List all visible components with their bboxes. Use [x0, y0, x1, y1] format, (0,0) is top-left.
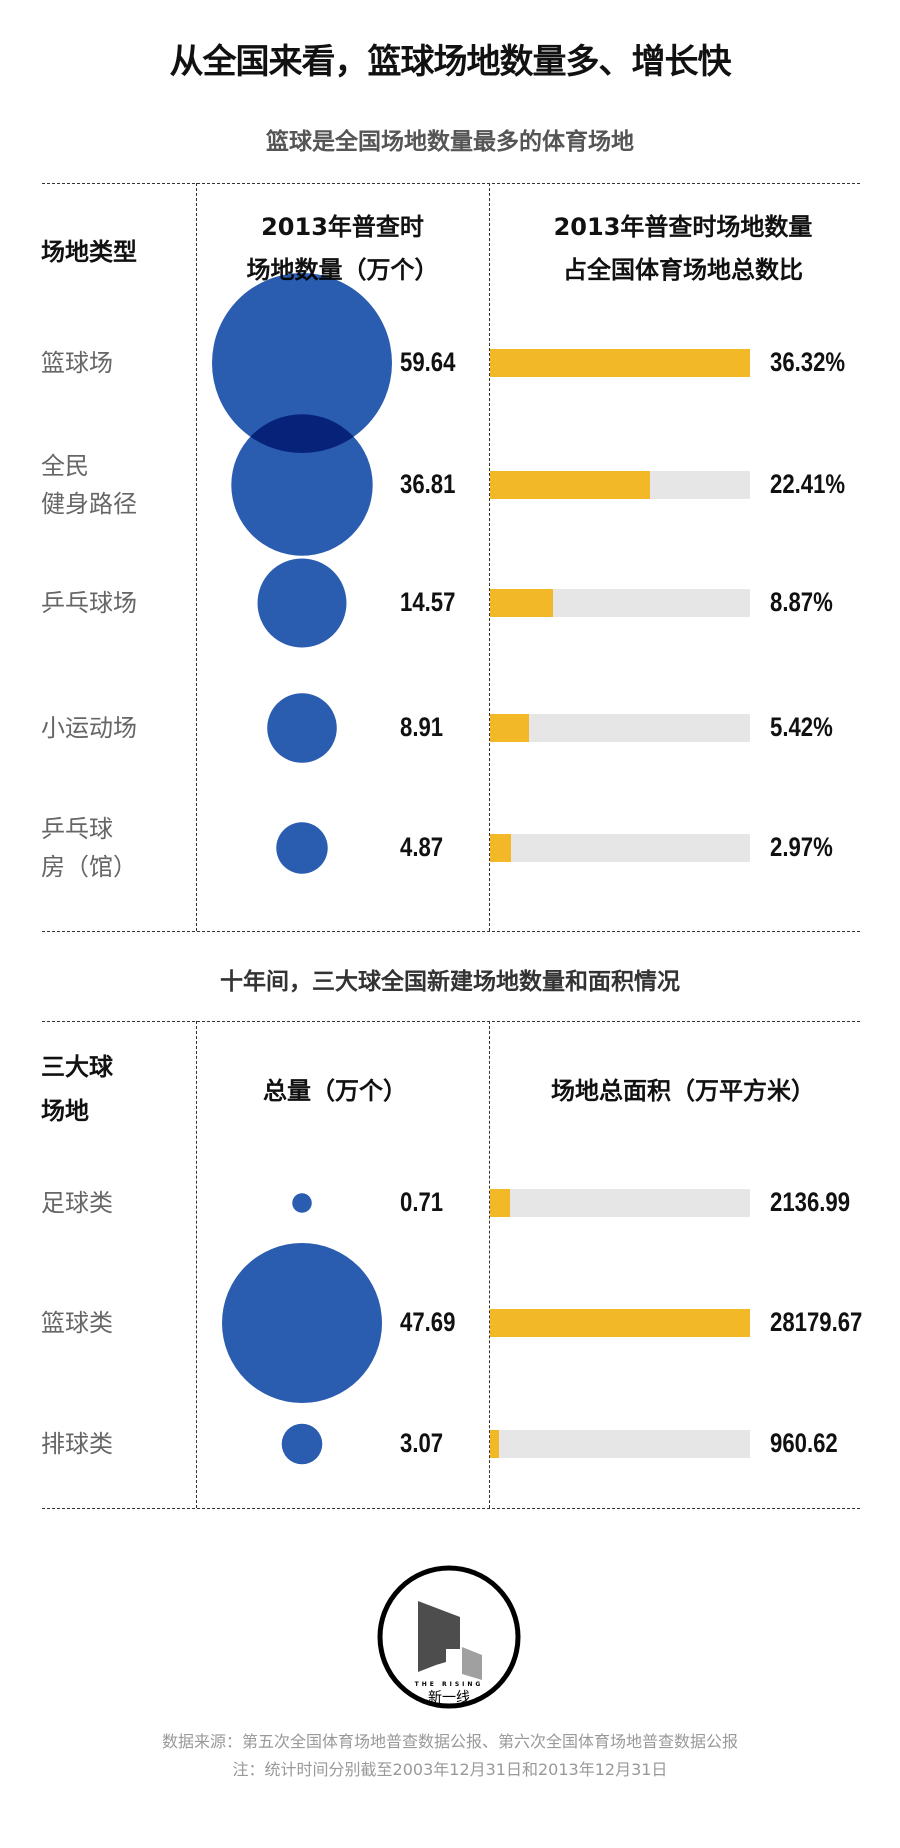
bubble — [267, 693, 337, 763]
value-label: 8.87% — [770, 587, 833, 617]
row-label: 排球类 — [41, 1430, 113, 1458]
section2-title: 十年间，三大球全国新建场地数量和面积情况 — [220, 969, 680, 995]
bar-track — [490, 349, 750, 377]
count-label: 47.69 — [400, 1307, 456, 1337]
header-share-line2: 占全国体育场地总数比 — [563, 256, 803, 284]
row-label: 乒乓球场 — [41, 589, 137, 617]
row-label: 篮球类 — [41, 1309, 113, 1337]
bar — [490, 349, 750, 377]
count-label: 0.71 — [400, 1187, 444, 1217]
row-label: 健身路径 — [41, 490, 137, 518]
value-label: 28179.67 — [770, 1307, 863, 1337]
header-type: 场地类型 — [41, 238, 137, 266]
row-label: 全民 — [41, 452, 89, 480]
bubble — [212, 273, 392, 453]
value-label: 960.62 — [770, 1428, 838, 1458]
value-label: 2.97% — [770, 832, 833, 862]
section1-title: 篮球是全国场地数量最多的体育场地 — [266, 129, 634, 155]
column-divider — [196, 1021, 197, 1508]
bar — [490, 1309, 750, 1337]
count-label: 4.87 — [400, 832, 444, 862]
logo: THE RISING 新一线 — [376, 1564, 522, 1710]
count-label: 36.81 — [400, 469, 456, 499]
divider — [42, 931, 860, 932]
bar-track — [490, 1309, 750, 1337]
row-label: 乒乓球 — [41, 815, 113, 843]
bar — [490, 834, 512, 862]
bubble — [281, 1423, 323, 1465]
row-label: 篮球场 — [41, 349, 113, 377]
bar-track — [490, 1430, 750, 1458]
header-count-line1: 2013年普查时 — [261, 213, 424, 241]
bar-track — [490, 471, 750, 499]
header-balls-line2: 场地 — [41, 1097, 89, 1125]
header-share-line1: 2013年普查时场地数量 — [553, 213, 813, 241]
bar — [490, 714, 529, 742]
divider — [42, 183, 860, 184]
column-divider — [196, 183, 197, 931]
page-title: 从全国来看，篮球场地数量多、增长快 — [169, 42, 732, 82]
footer-note: 注：统计时间分别截至2003年12月31日和2013年12月31日 — [232, 1760, 668, 1779]
bar — [490, 589, 554, 617]
row-label: 足球类 — [41, 1189, 113, 1217]
footer-source: 数据来源：第五次全国体育场地普查数据公报、第六次全国体育场地普查数据公报 — [161, 1732, 738, 1751]
header-balls-line1: 三大球 — [41, 1053, 113, 1081]
value-label: 5.42% — [770, 712, 833, 742]
bar-track — [490, 714, 750, 742]
row-label: 房（馆） — [41, 853, 137, 881]
value-label: 36.32% — [770, 347, 846, 377]
bar — [490, 1189, 510, 1217]
header-total: 总量（万个） — [263, 1077, 407, 1105]
count-label: 14.57 — [400, 587, 456, 617]
bar-track — [490, 834, 750, 862]
bubble — [222, 1243, 382, 1403]
bar-track — [490, 589, 750, 617]
count-label: 59.64 — [400, 347, 456, 377]
bubble — [257, 558, 347, 648]
value-label: 2136.99 — [770, 1187, 851, 1217]
logo-tagline: THE RISING — [415, 1681, 484, 1688]
bar — [490, 471, 651, 499]
header-area: 场地总面积（万平方米） — [551, 1077, 815, 1105]
bar-track — [490, 1189, 750, 1217]
row-label: 小运动场 — [41, 714, 137, 742]
logo-icon: THE RISING 新一线 — [377, 1565, 521, 1709]
divider — [42, 1508, 860, 1509]
bubble — [276, 822, 328, 874]
column-divider — [489, 183, 490, 931]
bar — [490, 1430, 499, 1458]
value-label: 22.41% — [770, 469, 846, 499]
divider — [42, 1021, 860, 1022]
count-label: 3.07 — [400, 1428, 444, 1458]
count-label: 8.91 — [400, 712, 444, 742]
header-count-line2: 场地数量（万个） — [246, 256, 439, 284]
column-divider — [489, 1021, 490, 1508]
logo-name: 新一线 — [428, 1690, 470, 1706]
bubble — [231, 414, 373, 556]
bubble — [292, 1193, 312, 1213]
